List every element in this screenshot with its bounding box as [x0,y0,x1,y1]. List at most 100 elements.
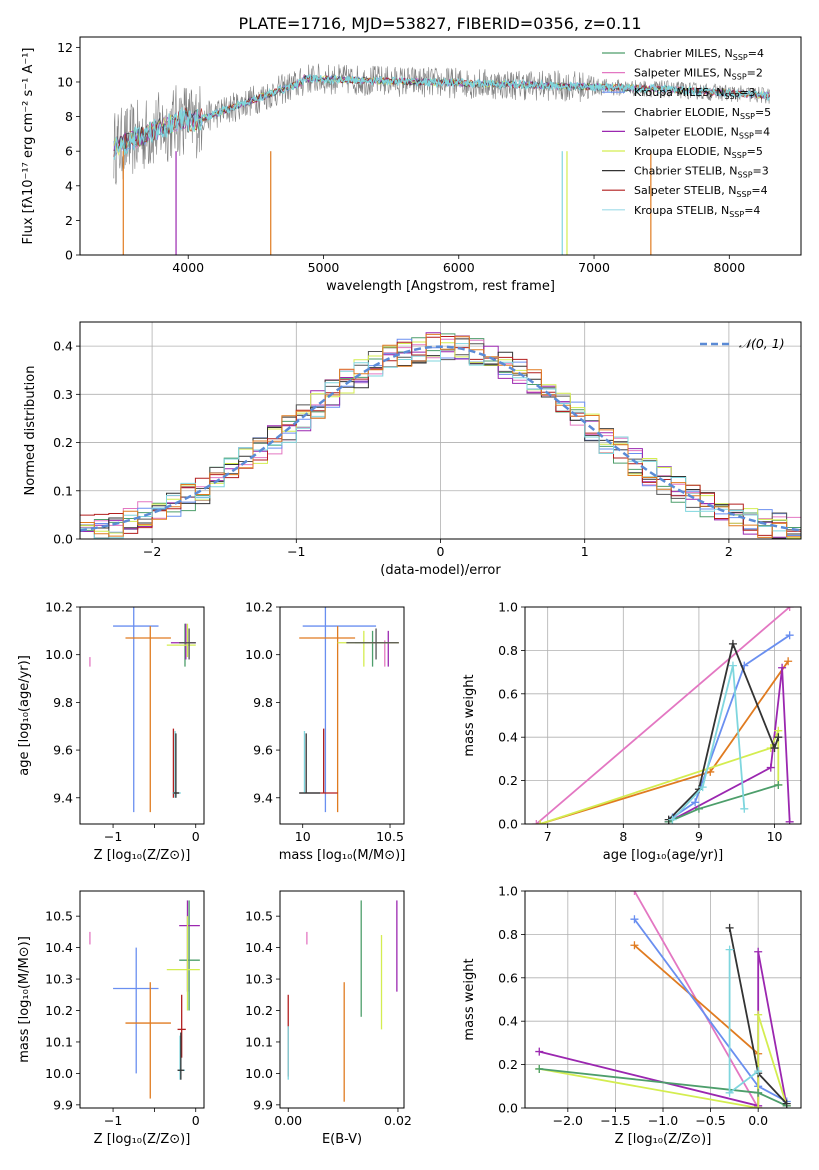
weight-point-marker [535,1047,544,1056]
x-axis-label: Z [log₁₀(Z/Z⊙)] [94,1132,191,1147]
model-spectrum-line [113,75,770,152]
axes-border [79,890,205,1109]
chart-spectrum: Chabrier MILES, NSSP=4 Salpeter MILES, NS… [21,36,802,294]
legend-entry: Chabrier ELODIE, NSSP=5 [634,106,771,121]
y-tick-label: 0.4 [498,730,518,745]
histograms [80,332,801,539]
weight-series-line [539,1014,788,1108]
y-tick-label: 0.2 [53,435,73,450]
legend-suffix: =5 [747,145,763,158]
x-tick-label: 2 [725,544,733,559]
y-tick-label: 6 [65,144,73,159]
y-tick-label: 10.2 [45,1003,73,1018]
y-tick-label: 10.2 [45,600,73,615]
x-axis-label: age [log₁₀(age/yr)] [603,848,724,863]
weight-point-marker [630,915,639,924]
axes-frame: 4000 5000 6000 7000 8000 0 2 4 6 8 10 12 wavelength … [21,36,802,294]
weight-series-line [633,944,760,1108]
x-tick-label: 10 [767,829,783,844]
legend-suffix: =3 [753,165,769,178]
weight-point-marker [770,744,779,753]
x-tick-label: −1.5 [600,1113,630,1128]
errorbar-point [355,630,399,667]
x-axis-label: Z [log₁₀(Z/Z⊙)] [615,1132,712,1147]
x-tick-label: −0.5 [695,1113,725,1128]
weight-point-marker [725,1088,734,1097]
y-tick-label: 0.6 [498,686,518,701]
chart-mass_vs_Z: −1 0 9.9 10.0 10.1 10.2 10.3 10.4 10.5 Z [log₁₀(Z… [17,890,205,1147]
legend-suffix: =3 [739,86,755,99]
weight-point-marker [725,923,734,932]
errorbar-point [177,1032,185,1080]
weight-point-marker [535,1064,544,1073]
plot-area [299,607,399,813]
legend-entry: Kroupa ELODIE, NSSP=5 [634,145,763,160]
weight-series-line [671,665,746,821]
y-tick-label: 0.4 [53,339,73,354]
weight-lines [532,607,794,824]
y-tick-label: 10.1 [245,1034,273,1049]
legend-suffix: =4 [751,184,767,197]
errorbar-point [179,628,196,660]
y-tick-label: 1.0 [498,884,518,899]
legend-subscript: SSP [732,151,747,160]
y-tick-label: 9.9 [253,1097,273,1112]
x-axis-label: (data-model)/error [380,563,501,578]
axes-border [79,606,205,825]
axes-frame: 10 10.5 9.4 9.6 9.8 10.0 10.2 mass [log₁₀(M/M⊙)… [245,600,405,864]
chart-age_vs_mass: 10 10.5 9.4 9.6 9.8 10.0 10.2 mass [log₁₀(M/M⊙)… [245,600,405,864]
y-tick-label: 10.2 [245,600,273,615]
y-tick-label: 10 [57,74,73,89]
plot-area [89,900,200,1099]
x-tick-label: 1 [581,544,589,559]
weight-point-marker [782,1099,791,1108]
weight-point-marker [778,663,787,672]
x-tick-label: −1 [104,1113,122,1128]
errorbar-point [173,733,180,798]
y-tick-label: 0 [65,248,73,263]
y-tick-label: 8 [65,109,73,124]
y-tick-label: 12 [57,40,73,55]
axes-border [524,606,802,825]
legend-subscript: SSP [736,190,751,199]
histogram-series [80,343,801,539]
plot-area [532,607,794,824]
y-tick-label: 10.0 [45,647,73,662]
y-tick-label: 0.4 [498,1014,518,1029]
errorbar-point [302,607,377,813]
weight-point-marker [785,607,794,611]
plot-area [287,900,398,1102]
legend-subscript: SSP [739,131,754,140]
y-tick-label: 0.1 [53,483,73,498]
errorbar-point [177,994,186,1058]
y-tick-label: 0.3 [53,387,73,402]
legend-subscript: SSP [724,92,739,101]
y-tick-label: 0.0 [498,1101,518,1116]
weight-point-marker [774,780,783,789]
weight-point-marker [740,804,749,813]
x-axis-label: mass [log₁₀(M/M⊙)] [279,848,406,863]
y-tick-label: 10.4 [245,940,273,955]
errorbar-point [179,900,200,1011]
y-tick-label: 10.2 [245,1003,273,1018]
weight-series-line [671,634,791,819]
x-axis-label: wavelength [Angstrom, rest frame] [326,279,555,294]
weight-point-marker [784,657,793,666]
y-tick-label: 10.5 [245,909,273,924]
chart-mass_vs_EBV: 0.00 0.02 9.9 10.0 10.1 10.2 10.3 10.4 10.5 E(B-V… [245,890,412,1147]
y-tick-label: 9.4 [253,790,273,805]
spectrum-lines [113,63,771,255]
chart-residuals: 𝒩(0, 1) −2 −1 0 1 2 0.0 0.1 0.2 0.3 0.4 (data-model… [23,321,802,578]
y-axis-label: mass weight [462,958,477,1040]
y-axis-label: Normed distribution [23,366,38,496]
x-tick-label: 9 [695,829,703,844]
weight-point-marker [668,815,677,824]
legend-entry: Salpeter MILES, NSSP=2 [634,67,763,82]
y-tick-label: 0.0 [53,532,73,547]
weight-point-marker [754,1010,763,1019]
legend-subscript: SSP [733,53,748,62]
y-tick-label: 0.2 [498,1057,518,1072]
x-tick-label: 10.5 [376,829,404,844]
weight-point-marker [706,767,715,776]
legend-suffix: =2 [747,67,763,80]
